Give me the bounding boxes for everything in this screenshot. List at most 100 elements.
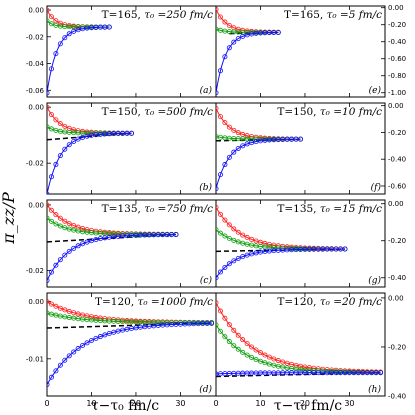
data-point-red xyxy=(222,217,228,223)
data-point-red xyxy=(62,123,68,129)
data-point-green xyxy=(216,26,219,32)
data-point-blue xyxy=(84,239,90,245)
data-point-green xyxy=(240,349,246,355)
data-point-red xyxy=(262,240,268,246)
data-point-red xyxy=(53,303,59,309)
plot-area xyxy=(47,299,215,388)
data-point-green xyxy=(222,334,228,340)
plot-area xyxy=(47,7,112,96)
y-tick-label: -0.01 xyxy=(26,355,44,363)
data-point-red xyxy=(240,337,246,343)
panel-title: T=150, τ₀ =500 fm/c xyxy=(102,106,213,118)
data-point-green xyxy=(253,356,259,362)
y-tick-label: -0.02 xyxy=(26,33,44,41)
data-point-green xyxy=(47,215,50,221)
data-point-blue xyxy=(342,246,348,252)
data-point-blue xyxy=(66,142,72,148)
panel-frame xyxy=(215,102,386,195)
data-point-red xyxy=(226,222,232,228)
panel-title-tau: τ₀ =15 fm/c xyxy=(320,203,382,215)
data-point-red xyxy=(231,226,237,232)
data-point-red xyxy=(48,207,54,213)
data-point-blue xyxy=(209,320,215,326)
y-tick-label: 0.00 xyxy=(28,104,44,112)
panel-label: (a) xyxy=(200,85,213,96)
data-point-blue xyxy=(53,51,59,57)
data-point-blue xyxy=(66,31,72,37)
data-point-green xyxy=(48,21,54,27)
data-point-green xyxy=(62,225,68,231)
data-point-green xyxy=(217,328,223,334)
x-tick-label: 10 xyxy=(86,399,96,408)
panel-title: T=135, τ₀ =15 fm/c xyxy=(277,203,382,215)
data-point-red xyxy=(57,305,63,311)
data-point-red xyxy=(266,354,272,360)
data-point-blue xyxy=(62,146,68,152)
y-axis-label: π_zz/P xyxy=(0,192,18,245)
data-point-blue xyxy=(235,255,241,261)
data-point-blue xyxy=(93,335,99,341)
y-tick-label: 0.00 xyxy=(388,4,404,12)
data-point-green xyxy=(48,218,54,224)
panel-frame xyxy=(215,292,386,397)
data-point-blue xyxy=(120,327,126,333)
data-point-blue xyxy=(71,349,77,355)
y-tick-label: -0.04 xyxy=(26,60,45,68)
data-point-red xyxy=(62,218,68,224)
data-point-blue xyxy=(244,141,250,147)
data-point-red xyxy=(57,215,63,221)
data-point-blue xyxy=(231,258,237,264)
data-point-green xyxy=(217,230,223,236)
data-point-blue xyxy=(84,340,90,346)
y-tick-label: -0.40 xyxy=(388,393,406,401)
data-point-green xyxy=(235,239,241,245)
data-point-green xyxy=(48,126,54,132)
data-point-red xyxy=(244,341,250,347)
panel-title-temperature: T=120, xyxy=(95,296,138,308)
data-point-blue xyxy=(47,277,50,283)
y-tick-label: -0.20 xyxy=(388,343,406,351)
data-point-blue xyxy=(231,149,237,155)
data-point-red xyxy=(275,358,281,364)
data-point-green xyxy=(53,221,59,227)
data-point-blue xyxy=(75,136,81,142)
y-tick-label: 0.00 xyxy=(388,200,404,208)
plot-area xyxy=(47,202,179,283)
data-point-green xyxy=(226,235,232,241)
plot-area xyxy=(47,104,134,194)
data-point-red xyxy=(244,234,250,240)
panel-e: 0.00 -0.20 -0.40 -0.60 -0.80 -1.00 T=165, τ₀ =… xyxy=(215,4,406,98)
panel-title-temperature: T=165, xyxy=(102,9,145,21)
data-point-red xyxy=(71,127,77,133)
data-point-red xyxy=(253,347,259,353)
data-point-blue xyxy=(47,90,50,96)
data-point-red xyxy=(53,117,59,123)
data-point-red xyxy=(280,359,286,365)
data-point-green xyxy=(257,358,263,364)
data-point-blue xyxy=(226,45,232,51)
data-point-blue xyxy=(240,33,246,39)
data-point-blue xyxy=(115,328,121,334)
data-point-green xyxy=(47,18,50,24)
y-tick-label: -0.02 xyxy=(26,160,44,168)
data-point-blue xyxy=(216,186,219,192)
data-point-red xyxy=(75,311,81,317)
plot-area xyxy=(216,300,384,378)
data-point-blue xyxy=(235,145,241,151)
data-point-red xyxy=(249,236,255,242)
data-point-blue xyxy=(47,191,50,194)
data-point-red xyxy=(235,332,241,338)
y-tick-label: -0.40 xyxy=(388,156,406,164)
data-point-blue xyxy=(111,329,117,335)
data-point-blue xyxy=(106,24,112,30)
data-point-green xyxy=(57,223,63,229)
x-tick-label: 20 xyxy=(131,399,141,408)
data-point-red xyxy=(47,299,50,305)
data-point-red xyxy=(235,130,241,136)
data-point-red xyxy=(216,204,219,210)
panel-title-temperature: T=135, xyxy=(102,203,145,215)
data-point-blue xyxy=(47,382,50,388)
data-point-green xyxy=(235,346,241,352)
y-tick-label: -0.40 xyxy=(388,38,406,46)
data-point-blue xyxy=(93,237,99,243)
